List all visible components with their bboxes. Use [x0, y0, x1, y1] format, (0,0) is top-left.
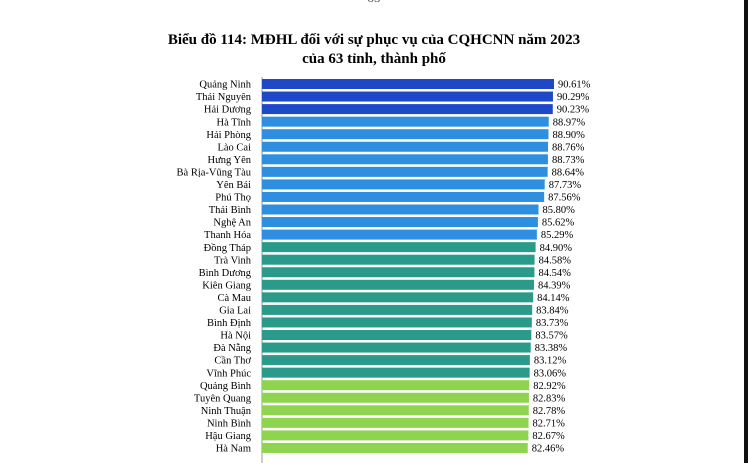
- bar: [262, 154, 548, 165]
- bar: [262, 204, 539, 215]
- data-label: 88.64%: [552, 167, 585, 178]
- category-label: Hưng Yên: [207, 155, 251, 166]
- category-label: Đồng Tháp: [204, 243, 251, 254]
- data-label: 88.90%: [552, 130, 585, 141]
- bar: [262, 129, 549, 140]
- bar: [262, 392, 529, 403]
- category-label: Thái Nguyên: [196, 92, 252, 103]
- bar: [262, 116, 549, 127]
- bar: [262, 91, 553, 102]
- data-label: 85.62%: [542, 218, 575, 229]
- data-label: 84.14%: [537, 293, 570, 304]
- category-label: Cần Thơ: [214, 356, 251, 367]
- category-label: Phú Thọ: [215, 193, 251, 204]
- data-label: 82.71%: [533, 418, 566, 429]
- data-label: 84.58%: [539, 255, 572, 266]
- page-edge-border: [744, 0, 748, 463]
- bar: [262, 292, 534, 303]
- category-label: Ninh Bình: [207, 418, 252, 429]
- bar: [262, 279, 534, 290]
- category-label: Yên Bái: [216, 180, 251, 191]
- data-label: 90.29%: [557, 92, 590, 103]
- data-label: 85.80%: [542, 205, 575, 216]
- bar: [262, 267, 535, 278]
- data-label: 83.12%: [534, 356, 567, 367]
- bar: [262, 191, 545, 202]
- bar: [262, 355, 530, 366]
- category-label: Thanh Hóa: [204, 230, 251, 241]
- page-number: 85: [0, 0, 748, 6]
- category-label: Tuyên Quang: [194, 393, 252, 404]
- category-label: Bình Định: [207, 318, 252, 329]
- data-label: 90.23%: [557, 105, 590, 116]
- data-label: 87.56%: [548, 193, 581, 204]
- data-label: 84.90%: [540, 243, 573, 254]
- bar: [262, 242, 536, 253]
- bar: [262, 417, 529, 428]
- category-label: Hải Phòng: [206, 130, 251, 141]
- bar: [262, 330, 532, 340]
- category-label: Hà Nội: [220, 331, 251, 342]
- data-label: 82.78%: [533, 406, 566, 417]
- bar: [262, 141, 549, 152]
- category-label: Lào Cai: [217, 142, 251, 153]
- data-label: 82.67%: [532, 431, 565, 442]
- data-label: 87.73%: [549, 180, 582, 191]
- bar: [262, 166, 548, 177]
- category-label: Hà Tĩnh: [216, 117, 251, 128]
- chart-subtitle: của 63 tỉnh, thành phố: [302, 51, 446, 67]
- category-label: Đà Nẵng: [213, 343, 251, 354]
- category-label: Ninh Thuận: [201, 406, 252, 417]
- bar: [262, 104, 553, 115]
- bar: [262, 405, 529, 416]
- category-label: Trà Vinh: [214, 255, 252, 266]
- data-label: 84.39%: [538, 280, 571, 291]
- bar: [262, 317, 532, 328]
- category-label: Vĩnh Phúc: [206, 368, 251, 379]
- bar: [262, 367, 530, 378]
- category-label: Bà Rịa-Vũng Tàu: [177, 167, 252, 178]
- bar: [262, 442, 528, 453]
- bar: [262, 380, 530, 391]
- chart-title: Biểu đồ 114: MĐHL đối với sự phục vụ của…: [167, 32, 581, 48]
- category-label: Hậu Giang: [205, 431, 252, 442]
- category-label: Kiên Giang: [202, 280, 251, 291]
- bar: [262, 79, 554, 89]
- data-label: 88.76%: [552, 142, 585, 153]
- category-label: Cà Mau: [217, 293, 251, 304]
- category-label: Nghệ An: [213, 218, 251, 229]
- bar: [262, 304, 533, 315]
- data-label: 83.57%: [535, 331, 568, 342]
- category-label: Gia Lai: [219, 306, 251, 317]
- category-label: Thái Bình: [209, 205, 252, 216]
- data-label: 83.38%: [535, 343, 568, 354]
- data-label: 82.83%: [533, 393, 566, 404]
- bar: [262, 179, 545, 190]
- bar: [262, 430, 529, 441]
- data-label: 83.84%: [536, 306, 569, 317]
- data-label: 84.54%: [538, 268, 571, 279]
- data-label: 88.97%: [553, 117, 586, 128]
- data-label: 90.61%: [558, 80, 591, 91]
- data-label: 82.92%: [533, 381, 566, 392]
- data-label: 82.46%: [532, 444, 565, 455]
- category-label: Hải Dương: [204, 105, 252, 116]
- bar: [262, 217, 538, 228]
- category-label: Hà Nam: [216, 444, 251, 455]
- category-label: Quảng Ninh: [199, 80, 251, 91]
- data-label: 88.73%: [552, 155, 585, 166]
- bar: [262, 229, 537, 240]
- category-label: Quảng Bình: [200, 381, 252, 392]
- bar: [262, 342, 531, 353]
- data-label: 85.29%: [541, 230, 574, 241]
- data-label: 83.73%: [536, 318, 569, 329]
- bar: [262, 254, 535, 265]
- data-label: 83.06%: [534, 368, 567, 379]
- category-label: Bình Dương: [199, 268, 252, 279]
